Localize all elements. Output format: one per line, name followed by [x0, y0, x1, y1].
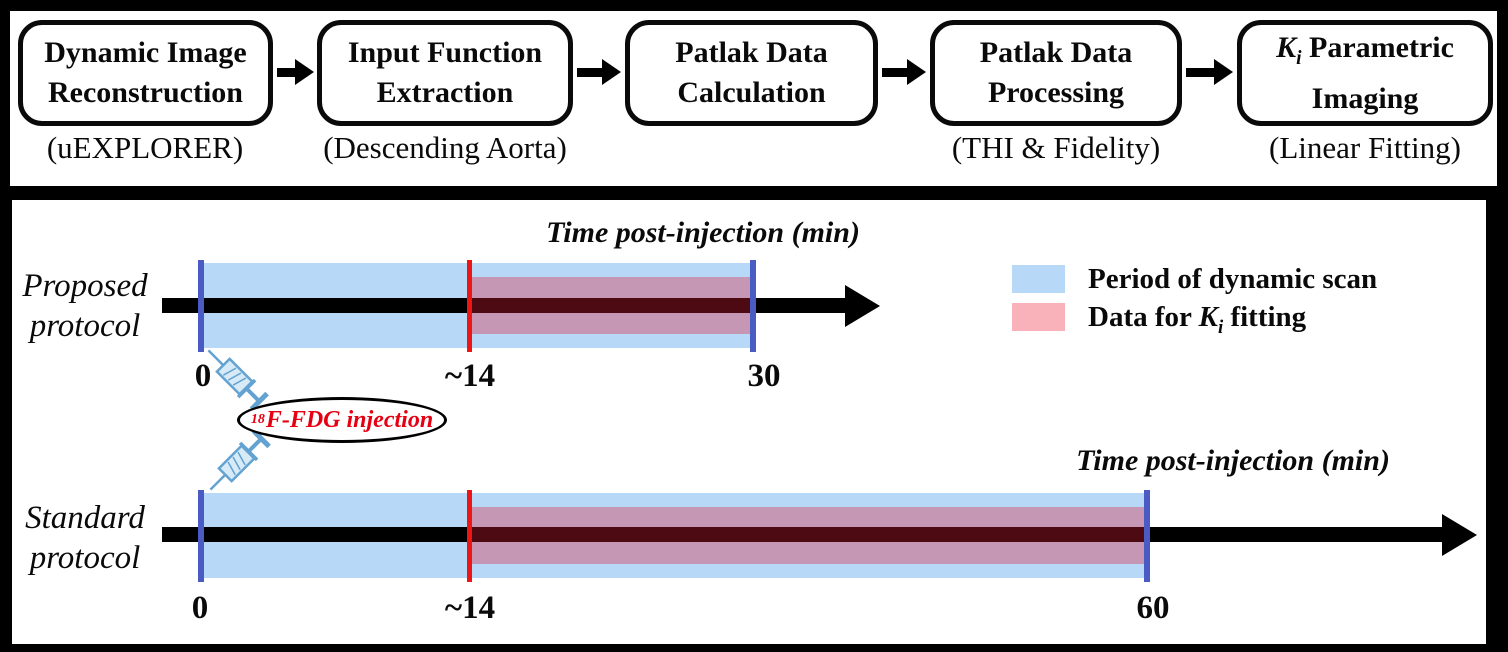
flow-step-caption: (THI & Fidelity) [951, 130, 1161, 165]
flow-arrow-shaft [577, 67, 602, 77]
flow-arrow-icon [577, 59, 621, 85]
proposed-start-marker [198, 260, 204, 352]
legend-fitting-pre: Data for [1088, 301, 1199, 333]
proposed-protocol-label-line2: protocol [29, 308, 141, 344]
standard-tick-14: ~14 [444, 590, 496, 626]
flow-step-dynamic-image-reconstruction: Dynamic Image Reconstruction [18, 20, 273, 126]
standard-protocol-label-line1: Standard [25, 500, 145, 536]
flow-step-title-line: Processing [987, 76, 1125, 109]
flow-step-caption: (uEXPLORER) [46, 130, 244, 165]
standard-start-marker [198, 490, 204, 582]
legend-fitting-swatch [1012, 303, 1065, 331]
flow-step-patlak-data-processing: Patlak Data Processing [930, 20, 1182, 126]
flow-arrow-icon [277, 59, 314, 85]
flow-step-title-line: Patlak Data [675, 36, 828, 69]
flow-step-title-line: Imaging [1311, 81, 1419, 115]
flow-step-patlak-data-calculation: Patlak Data Calculation [625, 20, 878, 126]
syringe-icon [207, 349, 269, 411]
flow-step-title-line: Dynamic Image [44, 36, 247, 69]
fdg-injection-callout: 18 F-FDG injection [237, 397, 447, 443]
flow-step-title-line: Reconstruction [48, 76, 243, 109]
proposed-time-axis-arrow-shaft [162, 298, 847, 313]
flow-arrow-icon [882, 59, 926, 85]
flow-step-title-line: Input Function [347, 36, 543, 69]
standard-axis-title: Time post-injection (min) [1076, 444, 1390, 477]
flow-step-title-line: Ki Parametric [1276, 28, 1454, 79]
flow-step-title-line: Calculation [677, 76, 826, 109]
legend-fitting-label: Data for Ki fitting [1088, 300, 1306, 345]
legend-fitting-post: fitting [1223, 301, 1307, 333]
standard-tick-0: 0 [191, 590, 209, 626]
standard-time-axis-arrow-shaft [162, 527, 1442, 542]
syringe-icon [209, 429, 271, 491]
flow-step-caption: (Linear Fitting) [1269, 130, 1461, 165]
ki-symbol: K [1276, 30, 1297, 64]
proposed-protocol-label: Proposed protocol [10, 266, 160, 346]
flow-arrow-shaft [1186, 67, 1214, 77]
ki-symbol: K [1198, 301, 1218, 333]
ki-subscript: i [1217, 316, 1224, 338]
proposed-protocol-label-line1: Proposed [22, 268, 148, 304]
proposed-tick-30: 30 [747, 358, 781, 394]
flow-step-title-line: Extraction [376, 76, 514, 109]
flow-arrow-shaft [882, 67, 907, 77]
proposed-tick-0: 0 [194, 358, 212, 394]
proposed-axis-title: Time post-injection (min) [546, 216, 860, 249]
standard-end-marker [1144, 490, 1150, 582]
proposed-tick-14: ~14 [444, 358, 496, 394]
standard-tick-60: 60 [1136, 590, 1170, 626]
proposed-time-axis-arrow-head [845, 285, 880, 327]
legend-scan-swatch [1012, 265, 1065, 293]
flow-step-caption: (Descending Aorta) [323, 130, 567, 165]
flow-arrow-head [602, 59, 621, 85]
standard-fitting-start-marker [467, 490, 472, 582]
ki-subscript: i [1296, 47, 1302, 69]
legend-scan-label: Period of dynamic scan [1088, 263, 1378, 295]
flow-arrow-icon [1186, 59, 1233, 85]
flow-arrow-head [295, 59, 314, 85]
flow-arrow-shaft [277, 67, 295, 77]
flow-step-title-rest: Parametric [1301, 30, 1454, 64]
standard-protocol-label-line2: protocol [29, 540, 141, 576]
proposed-end-marker [750, 260, 756, 352]
proposed-fitting-start-marker [467, 260, 472, 352]
standard-protocol-label: Standard protocol [10, 498, 160, 578]
proposed-ki-fitting-band [472, 277, 753, 334]
flow-step-ki-parametric-imaging: Ki Parametric Imaging [1237, 20, 1493, 126]
fdg-injection-label: F-FDG injection [265, 406, 434, 433]
standard-ki-fitting-band [472, 507, 1147, 564]
standard-time-axis-arrow-head [1442, 514, 1477, 556]
flow-arrow-head [1214, 59, 1233, 85]
flow-arrow-head [907, 59, 926, 85]
flow-step-input-function-extraction: Input Function Extraction [317, 20, 573, 126]
flow-step-title-line: Patlak Data [979, 36, 1133, 69]
